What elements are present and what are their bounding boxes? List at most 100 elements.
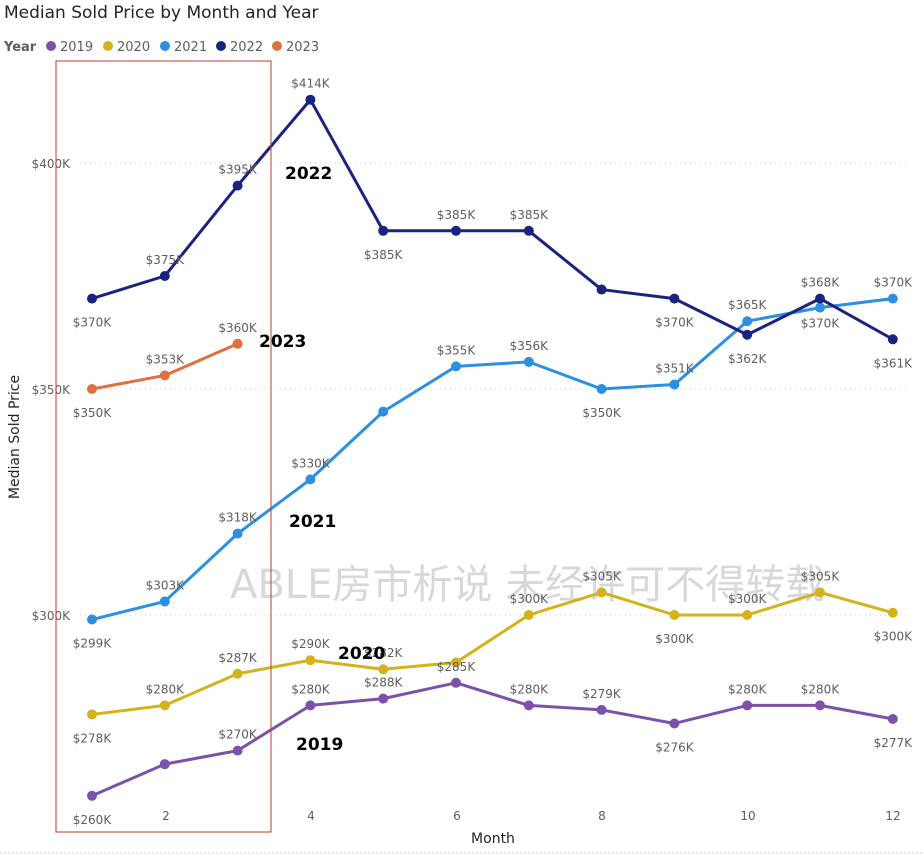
data-point-2023-2[interactable] [159, 370, 170, 381]
data-point-2022-6[interactable] [451, 225, 461, 236]
legend-marker-2019[interactable] [46, 41, 56, 51]
x-axis-title: Month [471, 831, 515, 847]
data-point-2020-10[interactable] [742, 610, 753, 620]
data-label-2021-10: $365K [728, 298, 768, 312]
data-point-2021-10[interactable] [742, 316, 753, 327]
data-point-2021-9[interactable] [669, 379, 680, 390]
data-point-2021-3[interactable] [232, 528, 243, 539]
data-point-2021-8[interactable] [596, 384, 607, 394]
data-point-2020-3[interactable] [232, 668, 243, 679]
data-point-2019-3[interactable] [232, 745, 243, 756]
x-tick-label: 12 [885, 809, 900, 823]
series-annotations: 2022 2023 2021 2020 2019 [259, 164, 385, 755]
x-tick-label: 2 [162, 809, 170, 823]
data-point-2022-10[interactable] [742, 329, 753, 340]
annotation-2022: 2022 [285, 164, 332, 184]
y-tick-label: $300K [32, 609, 72, 623]
data-point-2020-1[interactable] [87, 709, 97, 720]
data-label-2021-6: $355K [437, 343, 477, 357]
data-point-2020-8[interactable] [596, 587, 607, 598]
legend-label-2020[interactable]: 2020 [117, 40, 150, 55]
data-label-2021-7: $356K [510, 339, 550, 353]
data-label-2023-3: $360K [218, 321, 258, 335]
data-point-2020-2[interactable] [159, 700, 170, 711]
data-point-2019-1[interactable] [87, 790, 97, 801]
legend-label-2023[interactable]: 2023 [286, 40, 319, 55]
data-point-2019-2[interactable] [159, 759, 170, 770]
data-label-2020-4: $290K [291, 637, 331, 651]
data-point-2020-4[interactable] [305, 655, 316, 666]
data-point-2022-11[interactable] [815, 293, 825, 304]
data-point-2019-10[interactable] [742, 700, 753, 711]
data-label-2022-7: $385K [510, 208, 550, 222]
x-tick-label: 10 [740, 809, 755, 823]
legend-label-2022[interactable]: 2022 [230, 40, 263, 55]
data-point-2019-12[interactable] [887, 713, 898, 724]
data-point-2019-6[interactable] [451, 677, 461, 688]
data-label-2020-8: $305K [582, 569, 622, 583]
data-point-2019-7[interactable] [523, 700, 534, 711]
data-label-2019-4: $280K [291, 682, 331, 696]
data-point-2020-11[interactable] [815, 587, 825, 598]
legend-label-2019[interactable]: 2019 [60, 40, 93, 55]
annotation-2019: 2019 [296, 735, 343, 755]
data-label-2019-11: $280K [801, 682, 841, 696]
y-tick-label: $400K [32, 157, 72, 171]
data-point-2019-5[interactable] [378, 693, 389, 704]
data-label-2019-10: $280K [728, 682, 768, 696]
data-point-2022-8[interactable] [596, 284, 607, 295]
data-label-2020-1: $278K [73, 731, 113, 745]
data-label-2023-2: $353K [146, 352, 186, 366]
data-point-2021-1[interactable] [87, 614, 97, 625]
data-label-extra-2021-11: $370K [801, 317, 841, 331]
data-label-2022-12: $361K [874, 356, 914, 370]
data-point-2019-9[interactable] [669, 718, 680, 729]
data-point-2023-1[interactable] [87, 384, 97, 394]
legend-label-2021[interactable]: 2021 [174, 40, 207, 55]
data-point-2022-5[interactable] [378, 225, 389, 236]
data-label-2021-12: $370K [874, 276, 914, 290]
data-label-2019-3: $270K [218, 728, 258, 742]
legend: Year 2019 2020 2021 2022 2023 [3, 40, 319, 55]
data-point-2022-1[interactable] [87, 293, 97, 304]
data-label-2021-3: $318K [218, 511, 258, 525]
data-point-2019-11[interactable] [815, 700, 825, 711]
data-point-2021-7[interactable] [523, 356, 534, 367]
data-point-2022-12[interactable] [887, 334, 898, 345]
data-point-2019-8[interactable] [596, 704, 607, 715]
data-point-2022-9[interactable] [669, 293, 680, 304]
data-label-2021-1: $299K [73, 637, 113, 651]
data-point-2023-3[interactable] [232, 338, 243, 349]
legend-marker-2020[interactable] [103, 41, 113, 51]
data-point-2021-2[interactable] [159, 596, 170, 607]
data-label-2022-6: $385K [437, 208, 477, 222]
data-label-2019-8: $279K [582, 687, 622, 701]
data-point-2021-11[interactable] [815, 302, 825, 313]
data-point-2021-12[interactable] [887, 293, 898, 304]
data-label-2022-11: $368K [801, 276, 841, 290]
x-tick-label: 6 [453, 809, 461, 823]
data-label-2020-3: $287K [218, 651, 258, 665]
legend-marker-2021[interactable] [160, 41, 170, 51]
data-point-2020-12[interactable] [887, 607, 898, 618]
data-label-2022-3: $395K [218, 163, 258, 177]
data-label-2022-5: $385K [364, 248, 404, 262]
data-point-2021-6[interactable] [451, 361, 461, 372]
data-point-2022-7[interactable] [523, 225, 534, 236]
data-point-2020-9[interactable] [669, 610, 680, 620]
data-point-2021-4[interactable] [305, 474, 316, 485]
data-point-2022-3[interactable] [232, 180, 243, 191]
data-point-2020-6[interactable] [451, 657, 461, 668]
data-label-2020-9: $300K [655, 632, 695, 646]
data-point-2019-4[interactable] [305, 700, 316, 711]
legend-marker-2023[interactable] [272, 41, 282, 51]
data-point-2022-2[interactable] [159, 271, 170, 281]
data-label-2021-8: $350K [582, 406, 622, 420]
data-point-2022-4[interactable] [305, 94, 316, 105]
data-point-2021-5[interactable] [378, 406, 389, 417]
data-point-2020-7[interactable] [523, 610, 534, 620]
legend-marker-2022[interactable] [216, 41, 226, 51]
data-point-2020-5[interactable] [378, 664, 389, 675]
data-label-2022-1: $370K [73, 316, 113, 330]
series-2021 [87, 293, 898, 625]
